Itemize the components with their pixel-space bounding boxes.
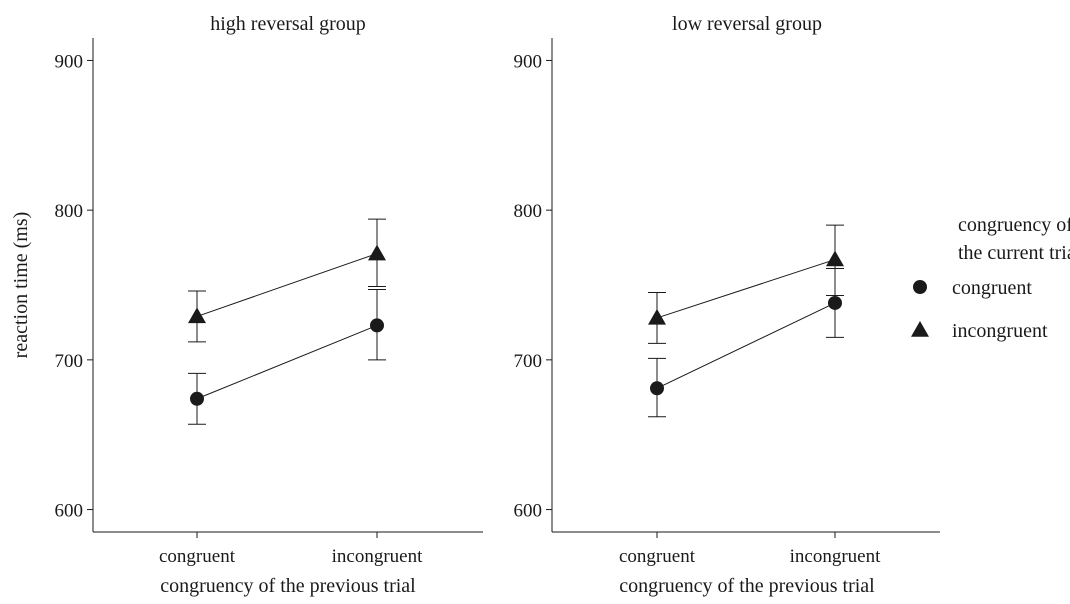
legend-title-line-1: congruency of	[958, 214, 1070, 236]
series-congruent	[188, 288, 386, 425]
x-tick-label: incongruent	[332, 546, 423, 567]
legend-triangle-icon	[911, 321, 929, 337]
series-congruent	[648, 268, 844, 418]
panel-low-reversal-group: 600 700 800 900 congruent incongruent low reve…	[514, 13, 940, 597]
x-axis-title: congruency of the previous trial	[619, 575, 875, 597]
data-point-circle	[370, 318, 384, 333]
x-tick-label: incongruent	[790, 546, 881, 567]
data-point-circle	[828, 295, 842, 310]
y-tick-label: 600	[514, 501, 543, 522]
y-tick-label: 900	[514, 51, 543, 72]
data-point-triangle	[826, 250, 844, 267]
panel-title: low reversal group	[672, 13, 822, 35]
legend-entry-label: congruent	[952, 277, 1032, 299]
series-incongruent	[188, 218, 386, 343]
y-tick-label: 700	[514, 351, 543, 372]
panel-title: high reversal group	[210, 13, 366, 35]
y-tick-label: 700	[55, 351, 84, 372]
y-tick-label: 600	[55, 501, 84, 522]
series-line	[656, 302, 836, 389]
panel-high-reversal-group: 600 700 800 900 congruent incongruent high rev…	[55, 13, 483, 597]
y-tick-label: 800	[514, 201, 543, 222]
data-point-circle	[190, 391, 204, 406]
series-line	[196, 324, 378, 400]
y-axis-title-group: reaction time (ms)	[10, 212, 32, 359]
y-axis-title: reaction time (ms)	[10, 212, 32, 359]
data-point-triangle	[368, 244, 386, 261]
x-axis-title: congruency of the previous trial	[160, 575, 416, 597]
legend-circle-icon	[913, 280, 927, 294]
series-line	[656, 259, 836, 319]
x-tick-label: congruent	[159, 546, 236, 567]
legend-entry-label: incongruent	[952, 320, 1048, 342]
series-line	[196, 253, 378, 317]
series-incongruent	[648, 224, 844, 344]
legend: congruency of the current trial congruent i…	[911, 214, 1070, 342]
data-point-triangle	[188, 307, 206, 324]
data-point-triangle	[648, 308, 666, 325]
x-tick-label: congruent	[619, 546, 696, 567]
y-tick-label: 800	[55, 201, 84, 222]
legend-title-line-2: the current trial	[958, 242, 1070, 264]
data-point-circle	[650, 381, 664, 396]
y-tick-label: 900	[55, 51, 84, 72]
